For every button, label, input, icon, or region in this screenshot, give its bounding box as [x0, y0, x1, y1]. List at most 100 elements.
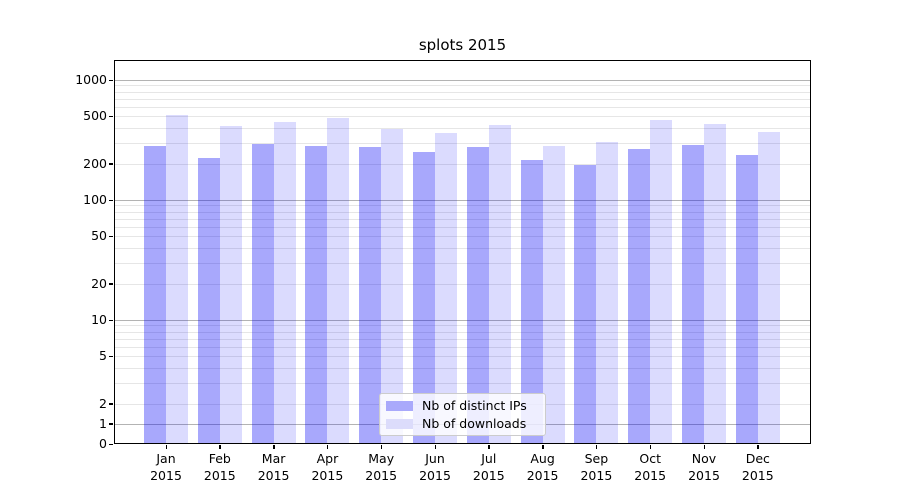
gridline-minor [115, 127, 810, 129]
bar-apr-downloads [327, 118, 350, 443]
x-tick-mark [380, 445, 383, 449]
x-tick-month: Apr [316, 451, 339, 466]
x-tick-year: 2015 [365, 467, 398, 483]
x-tick-year: 2015 [150, 467, 182, 483]
gridline-minor [115, 106, 810, 108]
x-tick-year: 2015 [741, 467, 774, 483]
x-tick-mark [649, 445, 652, 449]
gridline-minor [115, 163, 810, 165]
x-tick-label-mar: Mar 2015 [244, 451, 304, 484]
x-tick-label-jul: Jul 2015 [459, 451, 519, 484]
y-tick-mark [109, 283, 113, 285]
y-tick-label: 5 [99, 348, 107, 364]
y-tick-label: 0 [99, 436, 107, 451]
x-tick-month: Nov [691, 451, 717, 466]
x-tick-month: Sep [584, 451, 609, 466]
bar-feb-downloads [219, 125, 242, 443]
y-tick-label: 2 [99, 395, 107, 411]
x-tick-label-jun: Jun 2015 [405, 451, 465, 484]
gridline-minor [115, 262, 810, 264]
y-tick-label: 500 [83, 108, 107, 124]
gridline-minor [115, 226, 810, 228]
y-tick-label: 100 [83, 192, 107, 207]
gridline-minor [115, 205, 810, 207]
bar-sep-distinct-ips [574, 164, 597, 443]
y-tick-mark [109, 355, 113, 358]
x-tick-mark [326, 445, 329, 449]
x-tick-year: 2015 [580, 467, 613, 483]
legend-swatch-distinct-ips [386, 400, 413, 411]
bar-dec-downloads [757, 131, 780, 443]
bar-feb-distinct-ips [197, 157, 220, 443]
x-tick-mark [219, 445, 221, 449]
bar-aug-downloads [542, 145, 565, 443]
x-tick-mark [434, 445, 436, 449]
x-tick-label-aug: Aug 2015 [513, 451, 573, 484]
y-tick-label: 10 [91, 312, 107, 327]
chart-title: splots 2015 [418, 36, 507, 54]
gridline-minor [115, 116, 810, 118]
bar-oct-downloads [650, 120, 673, 443]
y-tick-mark [109, 423, 113, 425]
y-tick-mark [109, 319, 113, 321]
bar-jul-distinct-ips [466, 147, 489, 443]
x-tick-month: Aug [530, 451, 555, 466]
y-tick-mark [109, 443, 113, 445]
gridline-minor [115, 91, 810, 93]
gridline-minor [115, 356, 810, 358]
bar-jun-downloads [435, 132, 457, 443]
bar-nov-distinct-ips [682, 144, 704, 443]
gridline-minor [115, 283, 810, 285]
x-tick-mark [165, 445, 167, 449]
x-tick-year: 2015 [311, 467, 344, 483]
bar-apr-distinct-ips [305, 146, 328, 443]
x-tick-year: 2015 [419, 467, 451, 483]
bar-nov-downloads [704, 123, 726, 443]
bar-jan-distinct-ips [144, 146, 166, 443]
legend-item-downloads: Nb of downloads [386, 416, 539, 431]
gridline-major [115, 80, 810, 81]
gridline-minor [115, 346, 810, 348]
gridline-minor [115, 211, 810, 213]
gridline-minor [115, 382, 810, 384]
x-tick-mark [542, 445, 544, 449]
x-tick-month: Dec [745, 451, 770, 466]
bar-jun-distinct-ips [413, 152, 435, 443]
x-tick-year: 2015 [203, 467, 236, 483]
plot-area [114, 60, 811, 444]
y-tick-mark [109, 115, 113, 118]
x-tick-year: 2015 [526, 467, 559, 483]
bar-dec-distinct-ips [735, 155, 758, 443]
x-tick-label-oct: Oct 2015 [620, 451, 680, 484]
x-tick-year: 2015 [634, 467, 667, 483]
x-tick-mark [757, 445, 759, 449]
legend-item-distinct-ips: Nb of distinct IPs [386, 398, 539, 413]
gridline-minor [115, 338, 810, 340]
x-tick-label-sep: Sep 2015 [566, 451, 626, 484]
gridline-minor [115, 98, 810, 100]
legend-label-distinct-ips: Nb of distinct IPs [422, 398, 527, 413]
gridline-major [115, 200, 810, 201]
legend: Nb of distinct IPs Nb of downloads [379, 393, 546, 436]
x-tick-year: 2015 [472, 467, 505, 483]
gridline-minor [115, 367, 810, 369]
bar-oct-distinct-ips [628, 149, 651, 443]
gridline-minor [115, 331, 810, 333]
x-tick-mark [703, 445, 705, 449]
x-tick-month: May [368, 451, 395, 466]
x-tick-label-apr: Apr 2015 [297, 451, 357, 484]
gridline-minor [115, 85, 810, 87]
bar-sep-downloads [596, 141, 619, 443]
x-tick-mark [488, 445, 490, 449]
bar-may-distinct-ips [359, 147, 382, 443]
y-tick-label: 50 [91, 228, 107, 244]
legend-swatch-downloads [386, 418, 413, 429]
gridline-minor [115, 325, 810, 327]
bar-may-downloads [381, 129, 404, 443]
x-tick-label-feb: Feb 2015 [190, 451, 250, 484]
y-tick-mark [109, 199, 113, 201]
gridline-major [115, 320, 810, 321]
x-tick-month: Feb [208, 451, 231, 466]
gridline-minor [115, 142, 810, 144]
